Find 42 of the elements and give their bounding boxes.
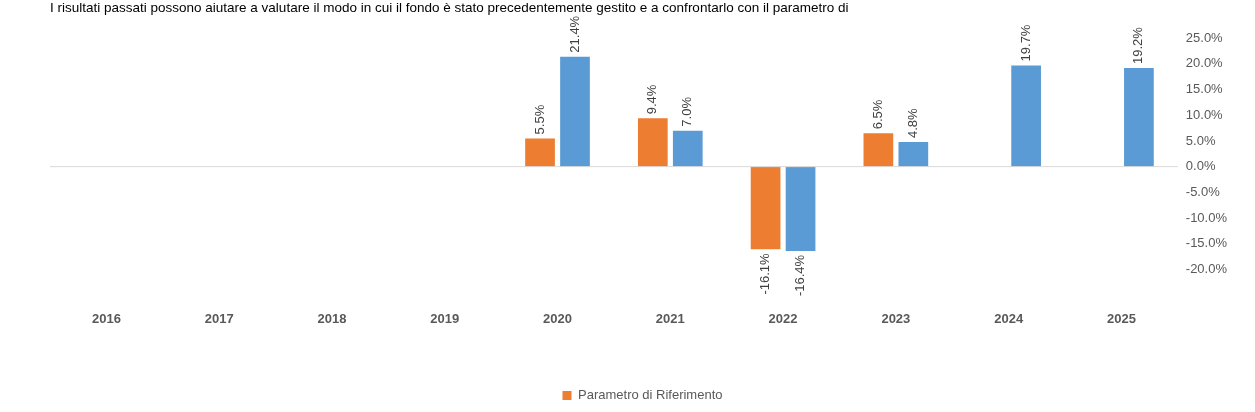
bar bbox=[637, 118, 668, 167]
bar bbox=[560, 56, 590, 167]
bar bbox=[863, 133, 894, 167]
bar bbox=[750, 166, 781, 250]
x-tick-label: 2021 bbox=[655, 310, 685, 326]
data-label: -16.4% bbox=[792, 254, 808, 297]
y-tick-label: 5.0% bbox=[1185, 132, 1216, 148]
legend-label: Parametro di Riferimento bbox=[578, 387, 723, 403]
y-tick-label: -20.0% bbox=[1185, 260, 1228, 276]
data-label: -16.1% bbox=[757, 252, 773, 295]
y-tick-label: -5.0% bbox=[1185, 183, 1221, 199]
y-tick-label: 20.0% bbox=[1185, 55, 1224, 71]
x-tick-label: 2018 bbox=[317, 310, 347, 326]
y-tick-label: -15.0% bbox=[1185, 235, 1228, 251]
bar bbox=[525, 138, 555, 167]
y-tick-label: 0.0% bbox=[1185, 158, 1216, 174]
data-label: 19.7% bbox=[1017, 24, 1033, 62]
data-label: 9.4% bbox=[644, 84, 660, 115]
x-tick-label: 2019 bbox=[430, 310, 460, 326]
data-label: 19.2% bbox=[1130, 26, 1146, 64]
x-tick-label: 2016 bbox=[91, 310, 121, 326]
y-tick-label: 15.0% bbox=[1185, 81, 1224, 97]
bar bbox=[1124, 68, 1154, 167]
data-label: 4.8% bbox=[904, 107, 920, 138]
y-tick-label: 25.0% bbox=[1185, 29, 1224, 45]
data-label: 7.0% bbox=[679, 96, 695, 127]
bar bbox=[1011, 65, 1041, 167]
x-tick-label: 2023 bbox=[881, 310, 911, 326]
bar bbox=[785, 166, 816, 251]
bar bbox=[672, 130, 703, 167]
data-label: 6.5% bbox=[869, 99, 885, 130]
y-tick-label: -10.0% bbox=[1185, 209, 1228, 225]
data-label: 21.4% bbox=[566, 15, 582, 53]
x-tick-label: 2022 bbox=[768, 310, 798, 326]
y-tick-label: 10.0% bbox=[1185, 106, 1224, 122]
x-tick-label: 2020 bbox=[543, 310, 572, 326]
chart-title: I risultati passati possono aiutare a valutare il modo in cui il fondo è stato precedentemente gestito e a confrontarlo con il parametro di bbox=[50, 0, 849, 15]
bar bbox=[898, 141, 929, 167]
x-tick-label: 2025 bbox=[1106, 310, 1136, 326]
x-tick-label: 2017 bbox=[204, 310, 234, 326]
data-label: 5.5% bbox=[531, 104, 547, 135]
x-tick-label: 2024 bbox=[994, 310, 1024, 326]
